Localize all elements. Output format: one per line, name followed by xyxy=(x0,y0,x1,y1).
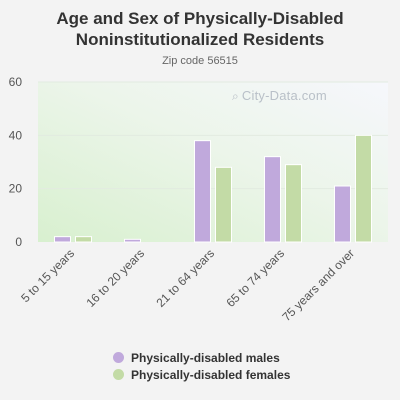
x-tick-label: 21 to 64 years xyxy=(153,246,217,310)
plot-area xyxy=(38,82,388,242)
watermark-text: City-Data.com xyxy=(241,88,327,103)
legend-swatch-males xyxy=(113,352,124,363)
chart-title: Age and Sex of Physically-Disabled Nonin… xyxy=(56,9,344,49)
bar-males xyxy=(334,185,351,243)
legend-item-males: Physically-disabled males xyxy=(113,349,290,366)
legend-item-females: Physically-disabled females xyxy=(113,366,290,383)
y-tick-label: 40 xyxy=(9,128,23,142)
y-tick-label: 20 xyxy=(9,182,23,196)
y-tick-label: 60 xyxy=(9,75,23,89)
search-icon: ⌕ xyxy=(232,89,239,103)
y-tick-label: 0 xyxy=(15,235,22,249)
legend-label-females: Physically-disabled females xyxy=(131,367,291,382)
chart-subtitle: Zip code 56515 xyxy=(162,55,238,67)
legend-label-males: Physically-disabled males xyxy=(131,350,280,365)
bar-females xyxy=(285,164,302,243)
bar-males xyxy=(264,156,281,243)
x-tick-label: 5 to 15 years xyxy=(18,246,77,305)
bar-males xyxy=(124,238,141,243)
x-tick-label: 65 to 74 years xyxy=(223,246,287,310)
legend-swatch-females xyxy=(113,369,124,380)
watermark: ⌕ City-Data.com xyxy=(232,88,327,104)
bar-males xyxy=(194,140,211,243)
bar-females xyxy=(75,236,92,243)
x-tick-label: 75 years and over xyxy=(279,246,357,324)
bar-males xyxy=(54,236,71,243)
legend: Physically-disabled males Physically-dis… xyxy=(113,349,290,383)
bar-females xyxy=(355,134,372,243)
bar-females xyxy=(215,166,232,243)
x-tick-label: 16 to 20 years xyxy=(83,246,147,310)
